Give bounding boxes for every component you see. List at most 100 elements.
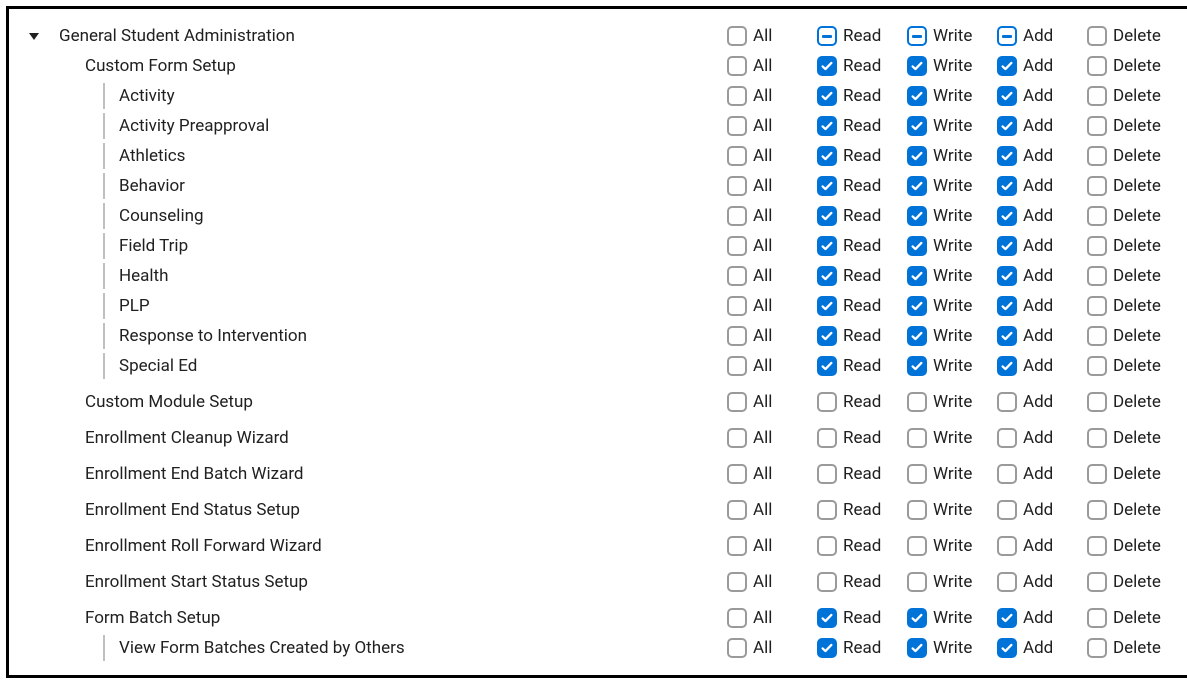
checkbox-read[interactable] (817, 296, 837, 316)
checkbox-add[interactable] (997, 572, 1017, 592)
checkbox-all[interactable] (727, 116, 747, 136)
checkbox-add[interactable] (997, 206, 1017, 226)
checkbox-write[interactable] (907, 296, 927, 316)
checkbox-all[interactable] (727, 500, 747, 520)
checkbox-write[interactable] (907, 146, 927, 166)
checkbox-delete[interactable] (1087, 56, 1107, 76)
checkbox-write[interactable] (907, 176, 927, 196)
checkbox-delete[interactable] (1087, 206, 1107, 226)
checkbox-all[interactable] (727, 236, 747, 256)
row-label[interactable]: Behavior (103, 173, 185, 199)
checkbox-write[interactable] (907, 266, 927, 286)
expand-caret-icon[interactable] (29, 26, 39, 46)
checkbox-all[interactable] (727, 638, 747, 658)
checkbox-read[interactable] (817, 608, 837, 628)
row-label[interactable]: Enrollment Start Status Setup (85, 572, 308, 592)
checkbox-delete[interactable] (1087, 176, 1107, 196)
checkbox-all[interactable] (727, 26, 747, 46)
row-label[interactable]: View Form Batches Created by Others (103, 635, 405, 661)
row-label[interactable]: General Student Administration (59, 26, 295, 46)
checkbox-read[interactable] (817, 464, 837, 484)
checkbox-add[interactable] (997, 86, 1017, 106)
checkbox-add[interactable] (997, 56, 1017, 76)
checkbox-read[interactable] (817, 56, 837, 76)
checkbox-delete[interactable] (1087, 392, 1107, 412)
row-label[interactable]: Activity (103, 83, 175, 109)
row-label[interactable]: Health (103, 263, 168, 289)
checkbox-all[interactable] (727, 572, 747, 592)
checkbox-write[interactable] (907, 500, 927, 520)
row-label[interactable]: Custom Module Setup (85, 392, 253, 412)
checkbox-all[interactable] (727, 266, 747, 286)
checkbox-delete[interactable] (1087, 296, 1107, 316)
checkbox-read[interactable] (817, 638, 837, 658)
checkbox-write[interactable] (907, 536, 927, 556)
checkbox-read[interactable] (817, 236, 837, 256)
row-label[interactable]: Special Ed (103, 353, 197, 379)
checkbox-add[interactable] (997, 428, 1017, 448)
checkbox-delete[interactable] (1087, 638, 1107, 658)
checkbox-write[interactable] (907, 464, 927, 484)
checkbox-all[interactable] (727, 146, 747, 166)
checkbox-write[interactable] (907, 608, 927, 628)
checkbox-write[interactable] (907, 326, 927, 346)
checkbox-delete[interactable] (1087, 266, 1107, 286)
row-label[interactable]: Enrollment End Batch Wizard (85, 464, 304, 484)
checkbox-read[interactable] (817, 326, 837, 346)
checkbox-delete[interactable] (1087, 608, 1107, 628)
checkbox-add[interactable] (997, 296, 1017, 316)
checkbox-read[interactable] (817, 428, 837, 448)
checkbox-all[interactable] (727, 326, 747, 346)
checkbox-read[interactable] (817, 206, 837, 226)
checkbox-add[interactable] (997, 464, 1017, 484)
checkbox-read[interactable] (817, 176, 837, 196)
checkbox-all[interactable] (727, 86, 747, 106)
checkbox-write[interactable] (907, 638, 927, 658)
checkbox-all[interactable] (727, 536, 747, 556)
checkbox-write[interactable] (907, 392, 927, 412)
checkbox-add[interactable] (997, 176, 1017, 196)
checkbox-add[interactable] (997, 536, 1017, 556)
row-label[interactable]: Response to Intervention (103, 323, 307, 349)
checkbox-read[interactable] (817, 26, 837, 46)
checkbox-delete[interactable] (1087, 572, 1107, 592)
checkbox-all[interactable] (727, 356, 747, 376)
checkbox-read[interactable] (817, 536, 837, 556)
checkbox-add[interactable] (997, 236, 1017, 256)
checkbox-add[interactable] (997, 326, 1017, 346)
row-label[interactable]: Enrollment End Status Setup (85, 500, 300, 520)
checkbox-write[interactable] (907, 86, 927, 106)
checkbox-delete[interactable] (1087, 356, 1107, 376)
checkbox-add[interactable] (997, 608, 1017, 628)
checkbox-write[interactable] (907, 116, 927, 136)
checkbox-read[interactable] (817, 356, 837, 376)
checkbox-read[interactable] (817, 86, 837, 106)
checkbox-read[interactable] (817, 146, 837, 166)
checkbox-add[interactable] (997, 116, 1017, 136)
row-label[interactable]: Activity Preapproval (103, 113, 269, 139)
checkbox-delete[interactable] (1087, 464, 1107, 484)
row-label[interactable]: Form Batch Setup (85, 608, 220, 628)
row-label[interactable]: Field Trip (103, 233, 188, 259)
checkbox-write[interactable] (907, 356, 927, 376)
checkbox-delete[interactable] (1087, 428, 1107, 448)
checkbox-all[interactable] (727, 428, 747, 448)
row-label[interactable]: Enrollment Cleanup Wizard (85, 428, 289, 448)
checkbox-delete[interactable] (1087, 500, 1107, 520)
row-label[interactable]: Athletics (103, 143, 185, 169)
checkbox-delete[interactable] (1087, 26, 1107, 46)
checkbox-add[interactable] (997, 26, 1017, 46)
checkbox-delete[interactable] (1087, 116, 1107, 136)
checkbox-write[interactable] (907, 56, 927, 76)
checkbox-all[interactable] (727, 464, 747, 484)
checkbox-read[interactable] (817, 572, 837, 592)
checkbox-add[interactable] (997, 392, 1017, 412)
checkbox-write[interactable] (907, 206, 927, 226)
checkbox-write[interactable] (907, 236, 927, 256)
row-label[interactable]: Enrollment Roll Forward Wizard (85, 536, 322, 556)
checkbox-add[interactable] (997, 356, 1017, 376)
checkbox-read[interactable] (817, 500, 837, 520)
checkbox-delete[interactable] (1087, 326, 1107, 346)
checkbox-write[interactable] (907, 26, 927, 46)
checkbox-read[interactable] (817, 116, 837, 136)
